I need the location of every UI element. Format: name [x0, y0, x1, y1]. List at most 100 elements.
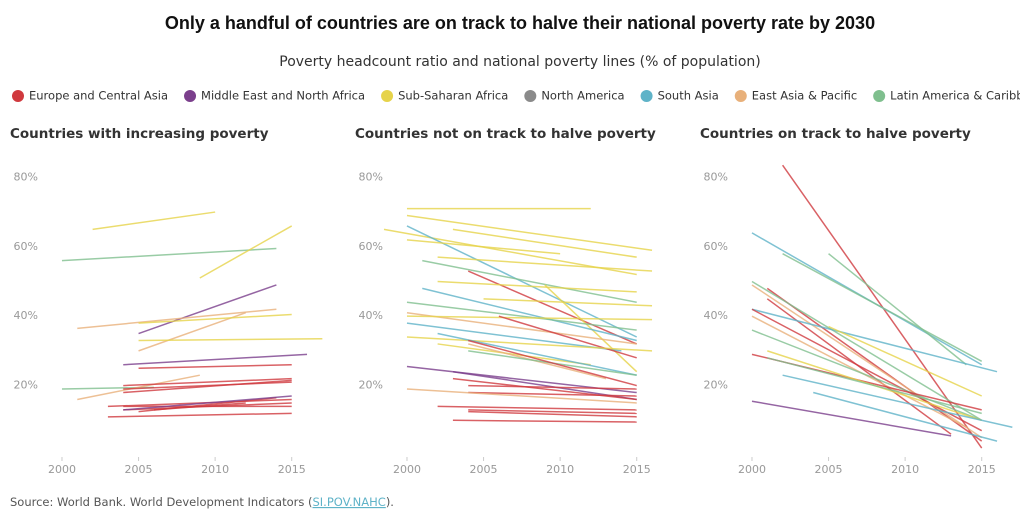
- country-line: [199, 225, 293, 279]
- x-tick-label: 2005: [470, 463, 498, 476]
- x-tick-label: 2015: [968, 463, 996, 476]
- country-line: [77, 374, 200, 401]
- country-line: [751, 308, 998, 373]
- chart-subtitle: Poverty headcount ratio and national pov…: [279, 54, 760, 70]
- legend-swatch: [524, 90, 537, 102]
- y-tick-label: 80%: [704, 170, 728, 183]
- country-line: [406, 322, 622, 352]
- country-line: [138, 313, 292, 324]
- panel-title: Countries with increasing poverty: [10, 126, 269, 142]
- country-line: [766, 287, 983, 442]
- country-line: [422, 287, 637, 342]
- x-tick-label: 2005: [125, 463, 153, 476]
- legend-swatch: [184, 90, 197, 102]
- x-tick-label: 2005: [815, 463, 843, 476]
- country-line: [452, 228, 637, 258]
- panel-title: Countries not on track to halve poverty: [355, 126, 656, 142]
- country-line: [406, 239, 561, 255]
- chart-title: Only a handful of countries are on track…: [165, 13, 875, 33]
- country-line: [138, 337, 323, 342]
- country-line: [767, 357, 982, 415]
- y-tick-label: 40%: [359, 309, 383, 322]
- legend-label: Europe and Central Asia: [29, 89, 168, 103]
- country-line: [123, 353, 308, 366]
- x-tick-label: 2000: [48, 463, 76, 476]
- y-tick-label: 20%: [704, 379, 728, 392]
- country-line: [452, 419, 637, 423]
- country-line: [123, 379, 292, 394]
- x-tick-label: 2010: [546, 463, 574, 476]
- country-line: [498, 315, 637, 359]
- country-line: [751, 280, 983, 421]
- country-line: [751, 329, 982, 421]
- country-line: [467, 270, 638, 345]
- y-tick-label: 60%: [704, 240, 728, 253]
- country-line: [77, 308, 277, 330]
- country-line: [468, 409, 637, 415]
- panel-title: Countries on track to halve poverty: [700, 126, 971, 142]
- legend-swatch: [12, 90, 24, 102]
- country-line: [751, 400, 952, 437]
- legend: Europe and Central Asia Middle East and N…: [12, 89, 1020, 103]
- x-tick-label: 2010: [201, 463, 229, 476]
- country-line: [406, 214, 653, 251]
- country-line: [782, 374, 1013, 428]
- source-link[interactable]: SI.POV.NAHC: [312, 495, 385, 509]
- country-line: [406, 301, 637, 331]
- legend-swatch: [873, 90, 886, 102]
- country-line: [61, 247, 277, 262]
- legend-label: Sub-Saharan Africa: [398, 89, 508, 103]
- x-tick-label: 2015: [278, 463, 306, 476]
- y-tick-label: 20%: [359, 379, 383, 392]
- country-line: [828, 325, 983, 397]
- source: Source: World Bank. World Development In…: [10, 495, 394, 509]
- legend-swatch: [381, 90, 394, 102]
- country-line: [437, 343, 591, 366]
- source-text: Source: World Bank. World Development In…: [10, 495, 312, 509]
- x-tick-label: 2000: [738, 463, 766, 476]
- legend-label: North America: [541, 89, 624, 103]
- y-tick-label: 80%: [359, 170, 383, 183]
- country-line: [422, 259, 637, 304]
- country-line: [138, 364, 292, 369]
- country-line: [468, 391, 637, 397]
- x-tick-label: 2010: [891, 463, 919, 476]
- country-line: [782, 253, 983, 362]
- country-line: [813, 391, 998, 442]
- y-tick-label: 60%: [359, 240, 383, 253]
- country-line: [123, 381, 292, 390]
- legend-label: East Asia & Pacific: [752, 89, 857, 103]
- country-line: [406, 311, 637, 345]
- country-line: [544, 284, 638, 373]
- country-line: [406, 315, 653, 321]
- country-line: [483, 298, 653, 307]
- y-tick-label: 60%: [14, 240, 38, 253]
- source-end: ).: [386, 495, 394, 509]
- country-line: [138, 311, 247, 352]
- y-tick-label: 80%: [14, 170, 38, 183]
- country-line: [107, 412, 292, 418]
- country-line: [138, 284, 277, 335]
- country-line: [437, 280, 637, 293]
- legend-label: South Asia: [658, 89, 719, 103]
- x-tick-label: 2015: [623, 463, 651, 476]
- country-line: [123, 395, 292, 411]
- y-tick-label: 40%: [704, 309, 728, 322]
- country-line: [468, 339, 637, 387]
- country-line: [92, 211, 216, 231]
- legend-label: Middle East and North Africa: [201, 89, 365, 103]
- country-line: [437, 256, 653, 272]
- legend-label: Latin America & Caribbean: [890, 89, 1020, 103]
- country-line: [828, 253, 967, 366]
- y-tick-label: 40%: [14, 309, 38, 322]
- country-line: [406, 336, 653, 352]
- legend-swatch: [640, 90, 653, 102]
- x-tick-label: 2000: [393, 463, 421, 476]
- country-line: [751, 308, 983, 432]
- country-line: [751, 284, 983, 439]
- y-tick-label: 20%: [14, 379, 38, 392]
- country-line: [123, 377, 292, 387]
- country-line: [406, 388, 637, 404]
- country-line: [468, 384, 637, 390]
